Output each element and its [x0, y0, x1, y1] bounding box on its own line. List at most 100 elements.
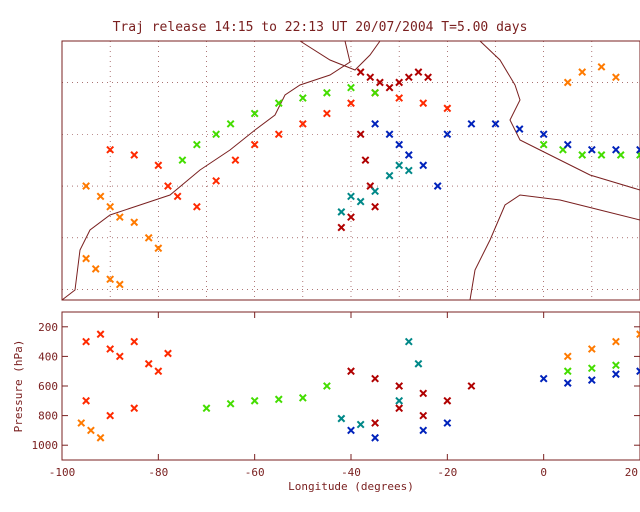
map-grid — [61, 41, 640, 300]
map-point — [414, 68, 423, 76]
profile-background — [61, 311, 640, 461]
map-point — [395, 140, 404, 149]
map-point — [82, 254, 90, 263]
profile-point — [337, 414, 346, 423]
map-point — [443, 130, 452, 139]
map-point — [250, 140, 259, 149]
map-point — [385, 130, 394, 139]
map-point — [144, 233, 153, 242]
y-axis-label: Pressure (hPa) — [12, 340, 25, 433]
map-point — [178, 156, 187, 165]
x-tick-label: -60 — [245, 466, 265, 479]
map-point — [563, 140, 572, 149]
map-point — [274, 99, 283, 108]
map-point — [612, 73, 620, 82]
profile-point — [563, 352, 572, 361]
profile-point — [96, 330, 105, 339]
map-point — [395, 161, 404, 170]
profile-point — [371, 374, 379, 383]
map-point — [467, 119, 476, 128]
map-point — [212, 130, 221, 139]
map-point — [192, 202, 201, 211]
map-point — [274, 130, 283, 139]
map-point — [587, 145, 596, 154]
coastline-greenland — [299, 40, 381, 71]
profile-trajectory-points — [77, 330, 640, 442]
map-point — [356, 130, 365, 139]
map-point — [597, 151, 606, 159]
map-point — [347, 99, 355, 108]
profile-point — [144, 359, 153, 368]
profile-point — [106, 345, 115, 353]
map-point — [443, 104, 452, 113]
profile-point — [323, 382, 331, 390]
coastline-europe-africa — [469, 40, 640, 301]
map-point — [395, 78, 404, 87]
y-tick-label: 200 — [38, 321, 58, 334]
profile-point — [250, 396, 259, 405]
profile-point — [106, 411, 115, 420]
profile-point — [636, 330, 640, 339]
x-tick-label: 20 — [625, 466, 638, 479]
x-tick-label: -80 — [148, 466, 168, 479]
chart-title: Traj release 14:15 to 22:13 UT 20/07/200… — [112, 20, 528, 35]
map-point — [164, 182, 172, 190]
profile-point — [130, 404, 139, 413]
profile-point — [96, 433, 105, 442]
profile-point — [563, 367, 572, 376]
profile-point — [612, 361, 620, 370]
map-point — [96, 192, 105, 201]
map-point — [371, 119, 379, 128]
profile-point — [77, 419, 86, 427]
map-point — [433, 182, 442, 190]
profile-point — [563, 379, 572, 387]
map-point — [231, 156, 240, 165]
coastline-north-america — [61, 40, 351, 301]
y-tick-label: 800 — [38, 410, 58, 423]
map-point — [612, 145, 620, 154]
profile-point — [347, 367, 355, 376]
profile-point — [395, 404, 404, 413]
profile-point — [612, 337, 620, 346]
map-point — [337, 223, 346, 232]
x-tick-label: -40 — [341, 466, 361, 479]
profile-point — [419, 411, 428, 420]
map-point — [578, 151, 587, 159]
profile-point — [587, 376, 596, 384]
map-point — [404, 73, 413, 82]
map-point — [371, 202, 379, 211]
profile-point — [371, 419, 379, 427]
profile-panel: -100 -80 -60 -40 -20 0 20 200 400 600 800 1000 — [32, 311, 640, 479]
map-point — [404, 166, 413, 175]
profile-point — [612, 370, 620, 379]
profile-point — [226, 399, 235, 408]
map-point — [356, 197, 365, 206]
map-point — [563, 78, 572, 87]
map-point — [371, 187, 379, 196]
profile-point — [414, 359, 423, 368]
map-point — [597, 62, 606, 71]
map-point — [192, 140, 201, 149]
map-point — [130, 218, 139, 227]
map-point — [250, 109, 259, 118]
map-point — [395, 94, 404, 102]
profile-point — [395, 382, 404, 390]
map-point — [371, 88, 379, 97]
map-point — [385, 83, 394, 92]
y-tick-label: 600 — [38, 380, 58, 393]
map-point — [539, 130, 548, 139]
profile-point — [419, 426, 428, 435]
profile-point — [202, 404, 211, 413]
map-point — [298, 119, 307, 128]
map-point — [404, 151, 413, 159]
map-point — [323, 109, 331, 118]
profile-point — [419, 389, 428, 398]
profile-point — [587, 364, 596, 373]
map-point — [115, 280, 124, 289]
map-point — [173, 192, 182, 201]
profile-point — [164, 349, 172, 358]
map-point — [82, 182, 90, 190]
profile-point — [130, 337, 139, 346]
profile-point — [356, 420, 365, 429]
map-point — [298, 94, 307, 102]
